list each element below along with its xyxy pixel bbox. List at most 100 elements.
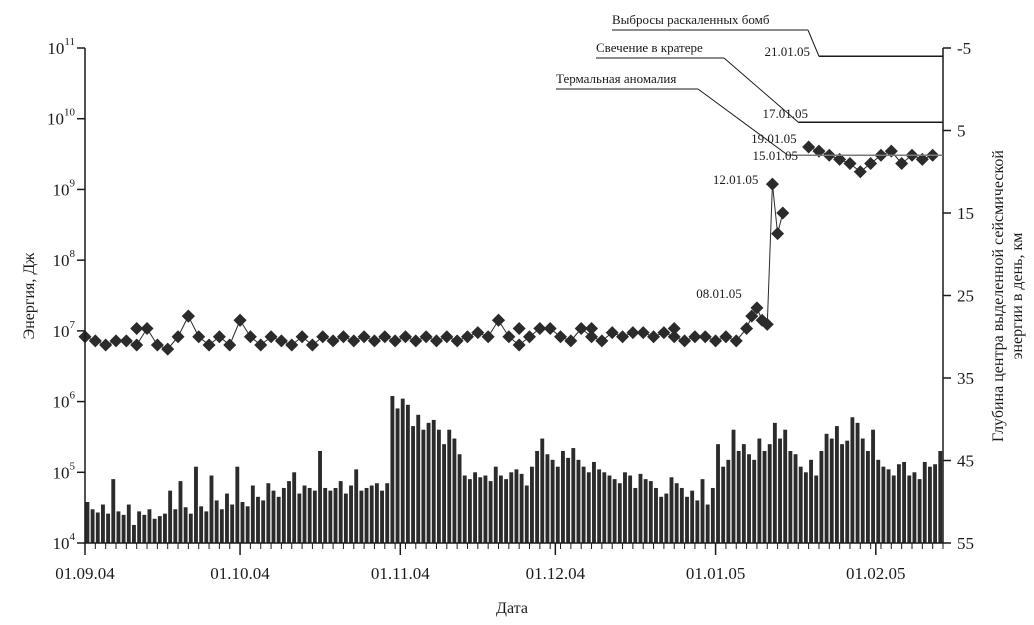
energy-bar <box>235 466 240 543</box>
depth-point <box>502 330 516 344</box>
energy-bar <box>710 487 715 543</box>
depth-line-segment <box>766 184 773 325</box>
depth-point <box>740 322 754 335</box>
depth-point <box>698 330 712 344</box>
depth-point <box>533 322 547 335</box>
x-tick-label: 01.02.05 <box>846 564 906 583</box>
energy-bar <box>767 444 772 543</box>
depth-point <box>347 334 361 348</box>
energy-bar <box>674 483 679 543</box>
energy-bar <box>933 464 938 543</box>
depth-point <box>378 330 392 344</box>
annotation-leader <box>723 57 799 123</box>
depth-point <box>750 301 764 315</box>
annotation-leader <box>807 29 820 57</box>
depth-point <box>130 322 144 335</box>
energy-bar <box>395 408 400 543</box>
annotation-text: Термальная аномалия <box>556 71 676 86</box>
energy-bar <box>323 487 328 543</box>
energy-bar <box>922 461 927 543</box>
energy-bar <box>214 500 219 543</box>
energy-bar <box>540 438 545 543</box>
energy-bar <box>333 487 338 543</box>
energy-bar <box>483 475 488 543</box>
energy-bar <box>561 451 565 543</box>
energy-bar <box>343 493 348 543</box>
energy-bar <box>488 481 493 543</box>
energy-bar <box>194 466 198 543</box>
depth-line-segment <box>771 184 779 234</box>
energy-bar <box>664 493 669 543</box>
energy-bar <box>881 466 886 543</box>
energy-bar <box>90 509 95 543</box>
x-tick-label: 01.09.04 <box>55 564 115 583</box>
energy-bar <box>829 438 834 543</box>
point-label: 08.01.05 <box>696 286 742 301</box>
left-tick-label: 105 <box>53 460 76 482</box>
energy-bar <box>369 485 374 543</box>
energy-bar <box>436 429 441 543</box>
energy-bar <box>276 496 281 543</box>
energy-bar <box>602 472 607 543</box>
energy-bar <box>132 524 136 543</box>
energy-bar <box>447 429 452 543</box>
depth-point <box>523 330 537 344</box>
point-label: 12.01.05 <box>713 172 759 187</box>
energy-bar <box>814 475 819 543</box>
depth-point <box>719 330 733 344</box>
energy-bar <box>95 512 100 543</box>
depth-point <box>833 152 847 166</box>
depth-point <box>171 330 185 344</box>
depth-point <box>264 330 278 344</box>
energy-bar <box>209 475 214 543</box>
depth-point <box>585 322 599 335</box>
energy-bar <box>850 417 855 543</box>
energy-bar <box>772 422 777 543</box>
energy-bar <box>793 454 798 543</box>
energy-bar <box>121 514 126 543</box>
energy-bar <box>659 496 664 543</box>
depth-point <box>595 334 609 348</box>
energy-bar <box>886 469 891 543</box>
left-tick-label: 106 <box>53 390 76 412</box>
depth-series: 08.01.05 12.01.05 19.01.05 <box>78 131 940 356</box>
energy-bar <box>328 490 333 543</box>
energy-bar <box>876 459 881 543</box>
energy-bar <box>457 454 462 543</box>
point-label: 19.01.05 <box>751 131 797 146</box>
depth-point <box>745 309 759 323</box>
depth-point <box>709 334 723 348</box>
energy-bar <box>607 475 612 543</box>
energy-bar <box>741 444 746 543</box>
depth-point <box>99 338 113 352</box>
energy-bar <box>654 487 658 543</box>
energy-bar <box>643 479 648 543</box>
energy-bar <box>819 451 824 543</box>
energy-bar <box>85 502 90 543</box>
depth-point <box>130 338 144 352</box>
energy-bar <box>566 457 571 543</box>
energy-bar <box>902 461 907 543</box>
right-axis-label-line1: Глубина центра выделенной сейсмической <box>990 150 1007 442</box>
energy-bars <box>85 395 943 543</box>
energy-bar <box>912 472 917 543</box>
energy-bar <box>803 472 808 543</box>
energy-bar <box>142 514 147 543</box>
energy-bar <box>752 459 757 543</box>
annotation-text: Выбросы раскаленных бомб <box>612 12 770 27</box>
energy-bar <box>225 493 229 543</box>
energy-bar <box>416 414 421 543</box>
energy-bar <box>400 398 405 543</box>
depth-point <box>295 330 309 344</box>
right-tick-label: 55 <box>957 534 974 553</box>
energy-bar <box>809 459 813 543</box>
depth-point <box>119 334 133 348</box>
energy-bar <box>478 477 483 543</box>
energy-bar <box>157 516 162 543</box>
depth-point <box>554 330 568 344</box>
left-tick-label: 1011 <box>47 36 75 58</box>
energy-bar <box>783 429 788 543</box>
energy-bar <box>318 451 322 543</box>
energy-bar <box>349 485 353 543</box>
energy-bar <box>431 419 436 543</box>
